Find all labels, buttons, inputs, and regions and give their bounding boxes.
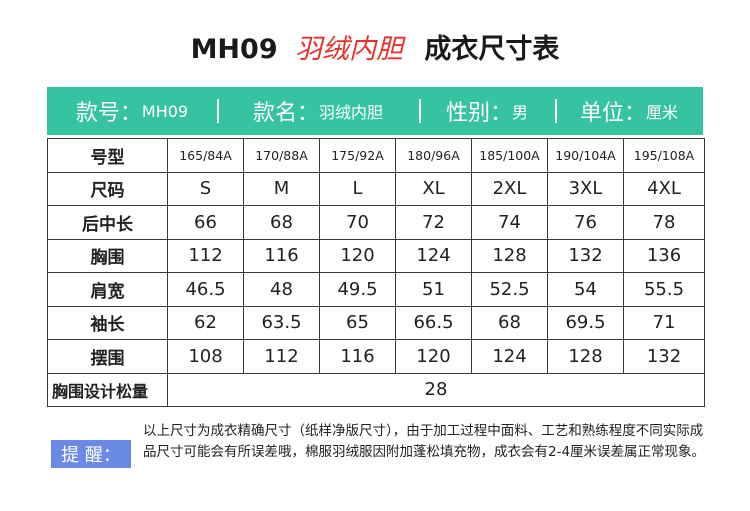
info-key: 款名： [252,101,319,126]
table-cell: 71 [623,305,705,340]
reminder-text: 以上尺寸为成衣精确尺寸（纸样净版尺寸），由于加工过程中面料、工艺和熟练程度不同实… [143,423,706,460]
table-cell: 78 [623,205,705,240]
table-cell: 170/88A [243,138,320,173]
table-row: 摆围 108 112 116 120 124 128 132 [47,339,705,374]
table-cell: 108 [167,339,244,374]
table-row: 尺码 S M L XL 2XL 3XL 4XL [47,171,705,206]
row-label: 后中长 [47,205,168,240]
table-cell: 68 [471,305,548,340]
page-title: MH09 羽绒内胆 成衣尺寸表 [0,30,750,70]
info-key: 款号： [75,101,142,126]
row-label: 肩宽 [47,272,168,307]
row-label: 摆围 [47,339,168,374]
ease-value: 28 [167,372,705,407]
info-unit: 单位： 厘米 [555,87,703,135]
title-product-name: 羽绒内胆 [295,34,404,65]
table-cell: 175/92A [319,138,396,173]
table-cell: 51 [395,272,472,307]
table-cell: 52.5 [471,272,548,307]
table-cell: 128 [471,238,548,273]
table-row: 号型 165/84A 170/88A 175/92A 180/96A 185/100A 19… [47,138,705,173]
info-key: 性别： [445,101,512,126]
table-cell: 54 [547,272,624,307]
table-cell: 180/96A [395,138,472,173]
info-value: MH09 [141,101,189,121]
table-cell: 120 [395,339,472,374]
table-cell: 4XL [623,171,705,206]
table-cell: 46.5 [167,272,244,307]
table-cell: 49.5 [319,272,396,307]
table-cell: 3XL [547,171,624,206]
table-cell: 136 [623,238,705,273]
info-key: 单位： [579,101,646,126]
info-style-name: 款名： 羽绒内胆 [217,87,419,135]
table-cell: 55.5 [623,272,705,307]
table-cell: 70 [319,205,396,240]
table-cell: XL [395,171,472,206]
table-cell: 66 [167,205,244,240]
ease-row: 胸围设计松量 28 [47,372,705,407]
table-cell: 68 [243,205,320,240]
table-cell: 190/104A [547,138,624,173]
table-cell: 116 [243,238,320,273]
info-value: 厘米 [646,103,679,122]
table-row: 肩宽 46.5 48 49.5 51 52.5 54 55.5 [47,272,705,307]
table-cell: 120 [319,238,396,273]
info-style-code: 款号： MH09 [47,87,217,135]
row-label: 袖长 [47,305,168,340]
table-cell: 116 [319,339,396,374]
table-cell: 112 [243,339,320,374]
table-cell: S [167,171,244,206]
table-cell: 124 [395,238,472,273]
table-cell: 132 [547,238,624,273]
table-cell: 195/108A [623,138,705,173]
size-table: 号型 165/84A 170/88A 175/92A 180/96A 185/100A 19… [47,138,705,407]
table-cell: 2XL [471,171,548,206]
row-label: 号型 [47,138,168,173]
row-label: 尺码 [47,171,168,206]
table-cell: L [319,171,396,206]
table-cell: 69.5 [547,305,624,340]
info-value: 羽绒内胆 [319,103,384,122]
table-cell: 74 [471,205,548,240]
table-cell: 72 [395,205,472,240]
table-cell: 132 [623,339,705,374]
table-cell: 65 [319,305,396,340]
table-cell: 185/100A [471,138,548,173]
table-row: 胸围 112 116 120 124 128 132 136 [47,238,705,273]
product-info-bar: 款号： MH09 款名： 羽绒内胆 性别： 男 单位： 厘米 [47,87,703,135]
title-suffix: 成衣尺寸表 [424,34,560,65]
table-row: 袖长 62 63.5 65 66.5 68 69.5 71 [47,305,705,340]
ease-label: 胸围设计松量 [47,372,168,407]
reminder-tag: 提 醒： [51,440,131,468]
table-row: 后中长 66 68 70 72 74 76 78 [47,205,705,240]
table-cell: 128 [547,339,624,374]
table-cell: 63.5 [243,305,320,340]
info-value: 男 [512,103,529,122]
table-cell: 48 [243,272,320,307]
info-gender: 性别： 男 [419,87,555,135]
title-style-code: MH09 [190,34,278,65]
table-cell: 112 [167,238,244,273]
table-cell: 66.5 [395,305,472,340]
table-cell: 62 [167,305,244,340]
row-label: 胸围 [47,238,168,273]
table-cell: 124 [471,339,548,374]
table-cell: M [243,171,320,206]
table-cell: 76 [547,205,624,240]
table-cell: 165/84A [167,138,244,173]
